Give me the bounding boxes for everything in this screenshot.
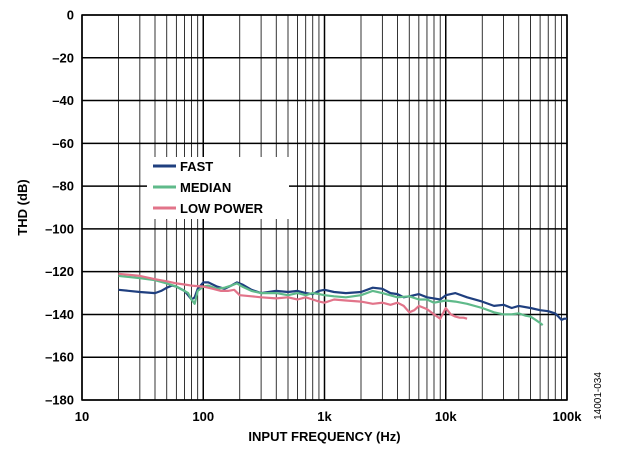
y-tick-label: –20 (52, 50, 74, 65)
y-tick-label: –120 (45, 264, 74, 279)
minor-gridlines (118, 15, 562, 400)
y-tick-label: –40 (52, 93, 74, 108)
y-tick-label: –60 (52, 136, 74, 151)
legend-label: LOW POWER (180, 201, 264, 216)
x-tick-label: 10 (75, 409, 89, 424)
y-tick-label: –160 (45, 350, 74, 365)
y-tick-label: –180 (45, 393, 74, 408)
x-tick-labels: 10 100 1k 10k 100k (75, 409, 582, 424)
y-tick-label: 0 (67, 8, 74, 23)
y-tick-label: –80 (52, 179, 74, 194)
legend-label: FAST (180, 159, 213, 174)
x-axis-title: INPUT FREQUENCY (Hz) (248, 429, 400, 444)
x-tick-label: 1k (317, 409, 332, 424)
series-layer (118, 272, 567, 326)
y-tick-labels: 0 –20 –40 –60 –80 –100 –120 –140 –160 –180 (45, 8, 74, 408)
x-tick-label: 10k (435, 409, 457, 424)
series-line-low-power (118, 272, 468, 320)
plot-frame (81, 14, 568, 401)
x-tick-label: 100 (192, 409, 214, 424)
legend: FAST MEDIAN LOW POWER (147, 157, 289, 219)
y-axis-title: THD (dB) (15, 179, 30, 235)
x-tick-label: 100k (553, 409, 583, 424)
legend-label: MEDIAN (180, 180, 231, 195)
series-line-fast (118, 281, 567, 321)
y-tick-label: –140 (45, 307, 74, 322)
figure-id-label: 14001-034 (593, 372, 604, 420)
series-line-median (118, 274, 544, 326)
y-tick-label: –100 (45, 221, 74, 236)
